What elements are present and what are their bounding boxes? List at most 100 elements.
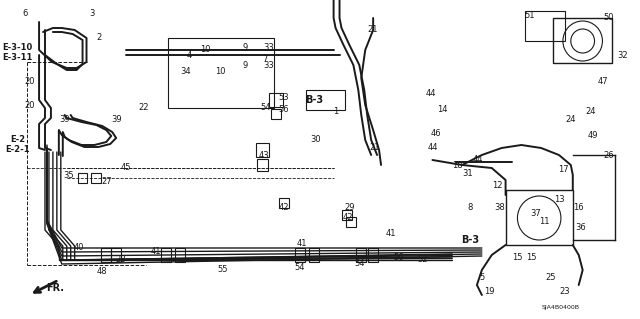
Text: 49: 49 bbox=[588, 130, 598, 139]
Bar bbox=[525, 11, 565, 41]
Bar bbox=[279, 198, 289, 208]
Text: 4: 4 bbox=[187, 50, 192, 60]
Bar bbox=[111, 248, 121, 262]
Text: 55: 55 bbox=[218, 265, 228, 275]
Text: 11: 11 bbox=[539, 218, 549, 226]
Text: 35: 35 bbox=[63, 170, 74, 180]
Bar bbox=[271, 109, 281, 119]
Text: 15: 15 bbox=[526, 254, 536, 263]
Text: 53: 53 bbox=[278, 93, 289, 102]
Text: B-3: B-3 bbox=[305, 95, 323, 105]
Text: E-2: E-2 bbox=[10, 136, 25, 145]
Text: 6: 6 bbox=[22, 10, 28, 19]
Text: 9: 9 bbox=[242, 42, 247, 51]
Text: E-2-1: E-2-1 bbox=[5, 145, 29, 154]
Bar bbox=[368, 248, 378, 262]
Bar bbox=[506, 190, 573, 245]
Text: 17: 17 bbox=[557, 166, 568, 174]
Text: 33: 33 bbox=[263, 42, 274, 51]
Text: 20: 20 bbox=[24, 78, 35, 86]
Text: 26: 26 bbox=[603, 151, 614, 160]
Text: 41: 41 bbox=[150, 248, 161, 256]
Bar bbox=[257, 159, 268, 171]
Text: 13: 13 bbox=[554, 196, 564, 204]
Text: 32: 32 bbox=[617, 50, 628, 60]
Bar bbox=[553, 18, 612, 63]
Text: 2: 2 bbox=[97, 33, 102, 42]
Text: 45: 45 bbox=[121, 164, 131, 173]
Bar bbox=[342, 210, 353, 220]
Text: 44: 44 bbox=[473, 155, 483, 165]
Text: 56: 56 bbox=[394, 254, 404, 263]
Text: 50: 50 bbox=[603, 13, 614, 23]
Text: 44: 44 bbox=[427, 144, 438, 152]
Text: 1: 1 bbox=[333, 108, 338, 116]
Text: B-3: B-3 bbox=[461, 235, 479, 245]
Text: 54: 54 bbox=[295, 263, 305, 272]
Text: 24: 24 bbox=[586, 108, 596, 116]
Text: 54: 54 bbox=[260, 103, 271, 113]
Text: 24: 24 bbox=[566, 115, 576, 124]
Text: 36: 36 bbox=[575, 224, 586, 233]
Text: 18: 18 bbox=[452, 160, 463, 169]
Text: 28: 28 bbox=[116, 256, 127, 264]
Text: 19: 19 bbox=[484, 287, 495, 296]
Text: 10: 10 bbox=[214, 68, 225, 77]
Text: 31: 31 bbox=[463, 168, 474, 177]
Bar bbox=[168, 38, 275, 108]
Text: 16: 16 bbox=[573, 204, 584, 212]
Text: 10: 10 bbox=[200, 46, 211, 55]
Text: 8: 8 bbox=[467, 204, 473, 212]
Text: 40: 40 bbox=[74, 243, 84, 253]
Text: 44: 44 bbox=[425, 90, 436, 99]
Text: 20: 20 bbox=[24, 100, 35, 109]
Text: 21: 21 bbox=[368, 26, 378, 34]
Text: 41: 41 bbox=[386, 229, 396, 239]
Text: 38: 38 bbox=[494, 204, 505, 212]
Text: 25: 25 bbox=[546, 273, 556, 283]
Text: E-3-11: E-3-11 bbox=[2, 54, 33, 63]
Bar bbox=[255, 143, 269, 157]
Bar bbox=[356, 248, 366, 262]
Text: 12: 12 bbox=[492, 181, 503, 189]
Text: 39: 39 bbox=[111, 115, 122, 124]
Bar bbox=[306, 90, 346, 110]
Text: 52: 52 bbox=[417, 256, 428, 264]
Bar bbox=[101, 248, 111, 262]
Text: 42: 42 bbox=[342, 213, 353, 222]
Bar bbox=[175, 248, 186, 262]
Bar bbox=[161, 248, 170, 262]
Text: 43: 43 bbox=[259, 151, 269, 160]
Bar bbox=[295, 248, 305, 262]
Text: 3: 3 bbox=[90, 10, 95, 19]
Text: 15: 15 bbox=[512, 254, 523, 263]
Text: 56: 56 bbox=[278, 106, 289, 115]
Bar bbox=[346, 217, 356, 227]
Text: 14: 14 bbox=[437, 106, 447, 115]
Text: 54: 54 bbox=[354, 259, 365, 269]
Bar bbox=[309, 248, 319, 262]
Text: 41: 41 bbox=[297, 240, 307, 249]
Text: 7: 7 bbox=[262, 56, 268, 64]
Text: 30: 30 bbox=[310, 136, 321, 145]
Bar bbox=[269, 93, 283, 107]
Text: 21: 21 bbox=[370, 144, 380, 152]
Text: 29: 29 bbox=[344, 204, 355, 212]
Text: E-3-10: E-3-10 bbox=[2, 43, 33, 53]
Text: FR.: FR. bbox=[46, 283, 64, 293]
Text: 48: 48 bbox=[97, 268, 108, 277]
Text: 34: 34 bbox=[180, 68, 191, 77]
Text: 9: 9 bbox=[242, 61, 247, 70]
Text: 39: 39 bbox=[60, 115, 70, 124]
Text: 33: 33 bbox=[263, 61, 274, 70]
Text: 37: 37 bbox=[530, 209, 541, 218]
Text: 27: 27 bbox=[101, 177, 111, 187]
Text: 5: 5 bbox=[479, 273, 484, 283]
Text: 46: 46 bbox=[431, 129, 442, 137]
Text: 42: 42 bbox=[279, 203, 289, 211]
Bar bbox=[77, 173, 88, 183]
Text: SJA4B0400B: SJA4B0400B bbox=[542, 306, 580, 310]
Text: 47: 47 bbox=[597, 78, 608, 86]
Text: 51: 51 bbox=[524, 11, 534, 20]
Text: 22: 22 bbox=[139, 103, 149, 113]
